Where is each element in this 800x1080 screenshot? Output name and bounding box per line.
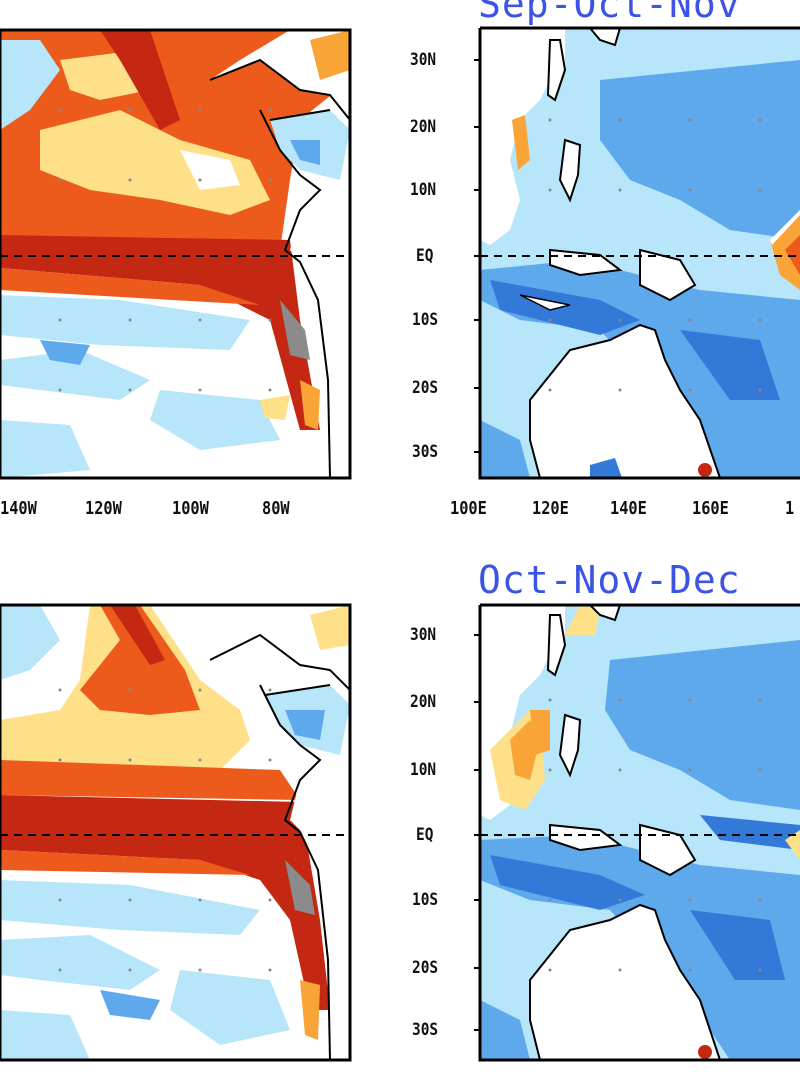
map-bottom-right [474,603,800,1062]
map-top-left [0,28,352,480]
lat-label: 10N [410,180,437,200]
map-bottom-left [0,603,352,1062]
panel-title: Sep-Oct-Nov [478,0,741,26]
lon-label: 80W [262,498,290,519]
map-panel-top-right: Sep-Oct-Nov [400,0,800,540]
lat-label: 20S [412,378,439,398]
map-panel-bottom-right: Oct-Nov-Dec 30N 2 [400,540,800,1080]
lon-label: 100W [172,498,209,519]
lat-label: 30S [412,442,439,462]
lat-label: EQ [416,825,434,845]
lon-label: 160E [692,498,729,519]
lat-label: EQ [416,246,434,266]
lon-label: 100E [450,498,487,519]
map-top-right [474,26,800,480]
lon-label: 140E [610,498,647,519]
lat-label: 10N [410,760,437,780]
lat-label: 10S [412,890,439,910]
lat-label: 20S [412,958,439,978]
lat-label: 20N [410,117,437,137]
panel-title: Oct-Nov-Dec [478,558,741,602]
lon-label: 140W [0,498,37,519]
lat-label: 30N [410,50,437,70]
lon-label: 1 [785,498,795,519]
map-panel-bottom-left [0,540,400,1080]
lon-label: 120E [532,498,569,519]
lat-label: 30S [412,1020,439,1040]
lat-label: 10S [412,310,439,330]
lat-label: 30N [410,625,437,645]
lon-label: 120W [85,498,122,519]
lat-label: 20N [410,692,437,712]
map-panel-top-left: 140W 120W 100W 80W [0,0,400,540]
